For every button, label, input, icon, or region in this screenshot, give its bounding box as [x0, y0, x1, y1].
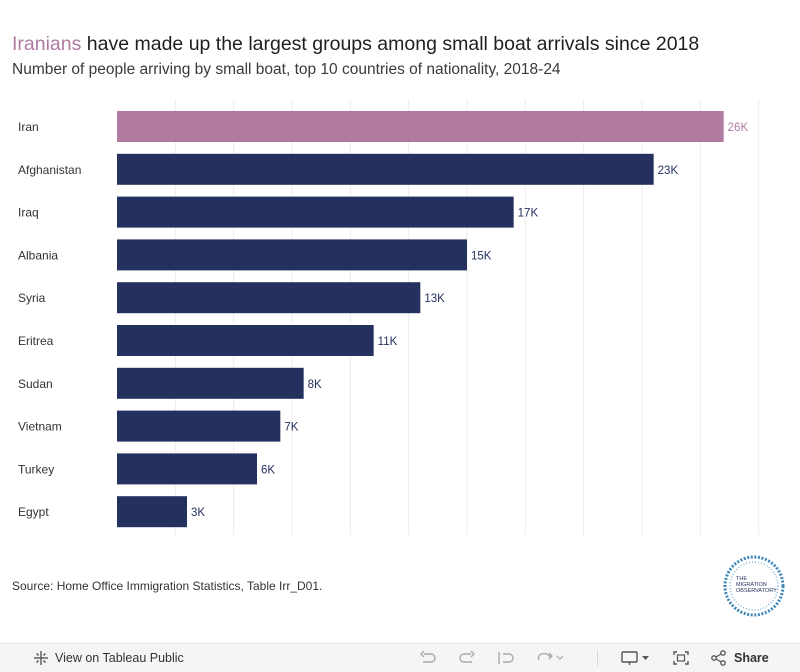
bars: Iran 26K Afghanistan 23K Iraq 17K Albania 15K Sy…	[18, 111, 749, 528]
fullscreen-button[interactable]	[672, 644, 690, 672]
share-icon	[710, 650, 728, 666]
data-label: 13K	[424, 293, 445, 305]
data-label: 8K	[308, 379, 322, 391]
bar[interactable]	[117, 111, 724, 142]
toolbar-divider	[597, 650, 598, 666]
data-label: 7K	[284, 422, 298, 434]
chart-title: Iranians have made up the largest groups…	[12, 33, 699, 56]
tableau-toolbar: View on Tableau Public Share	[0, 643, 800, 672]
bar[interactable]	[117, 325, 374, 356]
category-label: Albania	[18, 248, 58, 262]
bar[interactable]	[117, 196, 514, 228]
view-on-tableau-label: View on Tableau Public	[55, 651, 184, 665]
chart-subtitle: Number of people arriving by small boat,…	[12, 61, 561, 78]
category-label: Iran	[18, 120, 39, 134]
bar[interactable]	[117, 153, 654, 185]
bar[interactable]	[117, 367, 304, 399]
share-button[interactable]: Share	[710, 644, 769, 672]
undo-icon	[419, 650, 437, 666]
bar[interactable]	[117, 453, 257, 485]
data-label: 23K	[658, 165, 679, 177]
data-label: 3K	[191, 507, 205, 519]
source-note: Source: Home Office Immigration Statisti…	[12, 579, 323, 593]
data-label: 6K	[261, 464, 275, 476]
title-text: have made up the largest groups among sm…	[81, 33, 700, 55]
logo-line-2: MIGRATION	[736, 582, 767, 588]
undo-button[interactable]	[419, 644, 437, 672]
view-on-tableau-link[interactable]: View on Tableau Public	[33, 644, 184, 672]
category-label: Sudan	[18, 377, 53, 391]
redo-button[interactable]	[458, 644, 476, 672]
category-label: Turkey	[18, 462, 54, 476]
revert-icon	[497, 650, 515, 666]
data-label: 15K	[471, 250, 492, 262]
bar[interactable]	[117, 410, 281, 442]
migration-observatory-logo[interactable]: THE MIGRATION OBSERVATORY	[721, 553, 787, 619]
fullscreen-icon	[672, 650, 690, 666]
category-label: Afghanistan	[18, 163, 81, 177]
download-icon	[621, 650, 651, 666]
bar[interactable]	[117, 239, 467, 271]
category-label: Iraq	[18, 206, 39, 220]
data-label: 17K	[518, 208, 539, 220]
title-highlight: Iranians	[12, 33, 82, 55]
refresh-button[interactable]	[536, 644, 564, 672]
category-label: Vietnam	[18, 420, 62, 434]
bar[interactable]	[117, 496, 187, 528]
category-label: Eritrea	[18, 334, 54, 348]
logo-line-3: OBSERVATORY	[736, 588, 777, 594]
tableau-icon	[33, 650, 49, 666]
redo-icon	[458, 650, 476, 666]
refresh-icon	[536, 650, 564, 666]
bar-chart: Iran 26K Afghanistan 23K Iraq 17K Albania 15K Sy…	[18, 100, 760, 535]
share-label: Share	[734, 651, 769, 665]
download-button[interactable]	[621, 644, 651, 672]
data-label: 26K	[728, 122, 749, 134]
category-label: Syria	[18, 291, 46, 305]
category-label: Egypt	[18, 505, 49, 519]
bar[interactable]	[117, 282, 421, 314]
data-label: 11K	[378, 336, 398, 348]
logo-line-1: THE	[736, 576, 747, 582]
revert-button[interactable]	[497, 644, 515, 672]
